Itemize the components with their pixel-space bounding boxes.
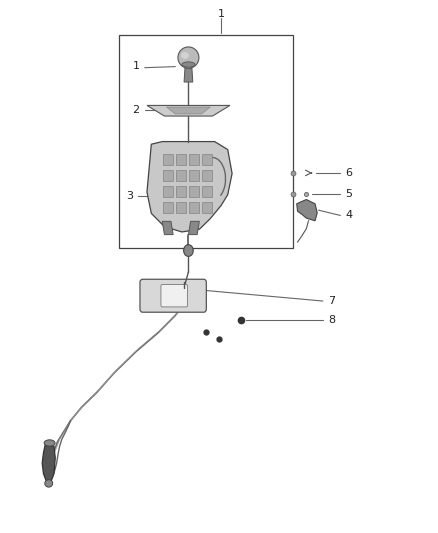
Bar bbox=[163, 154, 173, 165]
Bar bbox=[202, 169, 212, 181]
Polygon shape bbox=[166, 107, 210, 114]
Bar bbox=[202, 185, 212, 197]
Text: 6: 6 bbox=[346, 168, 353, 178]
Bar bbox=[119, 35, 293, 248]
Text: 5: 5 bbox=[346, 189, 353, 199]
Bar bbox=[163, 169, 173, 181]
FancyBboxPatch shape bbox=[161, 285, 187, 307]
Ellipse shape bbox=[181, 52, 189, 59]
Bar bbox=[202, 201, 212, 213]
Text: 8: 8 bbox=[328, 314, 335, 325]
Bar bbox=[189, 201, 199, 213]
Bar bbox=[176, 201, 186, 213]
Polygon shape bbox=[162, 221, 173, 235]
Polygon shape bbox=[184, 68, 193, 82]
Bar bbox=[189, 185, 199, 197]
FancyBboxPatch shape bbox=[140, 279, 206, 312]
Ellipse shape bbox=[184, 245, 193, 256]
Bar bbox=[163, 201, 173, 213]
Ellipse shape bbox=[178, 47, 199, 68]
Bar bbox=[189, 169, 199, 181]
Text: 1: 1 bbox=[133, 61, 140, 70]
Text: 4: 4 bbox=[346, 211, 353, 221]
Ellipse shape bbox=[45, 480, 53, 487]
Bar bbox=[176, 169, 186, 181]
Polygon shape bbox=[147, 106, 230, 116]
Polygon shape bbox=[297, 199, 317, 221]
Text: 1: 1 bbox=[218, 9, 225, 19]
Bar bbox=[189, 154, 199, 165]
Bar bbox=[163, 185, 173, 197]
Bar bbox=[202, 154, 212, 165]
Polygon shape bbox=[42, 445, 55, 482]
Bar bbox=[176, 154, 186, 165]
Text: 7: 7 bbox=[328, 296, 335, 306]
Polygon shape bbox=[188, 221, 199, 235]
Polygon shape bbox=[147, 142, 232, 232]
Text: 2: 2 bbox=[132, 104, 140, 115]
Bar bbox=[176, 185, 186, 197]
Ellipse shape bbox=[182, 62, 195, 67]
Ellipse shape bbox=[44, 440, 55, 446]
Text: 3: 3 bbox=[126, 191, 133, 201]
